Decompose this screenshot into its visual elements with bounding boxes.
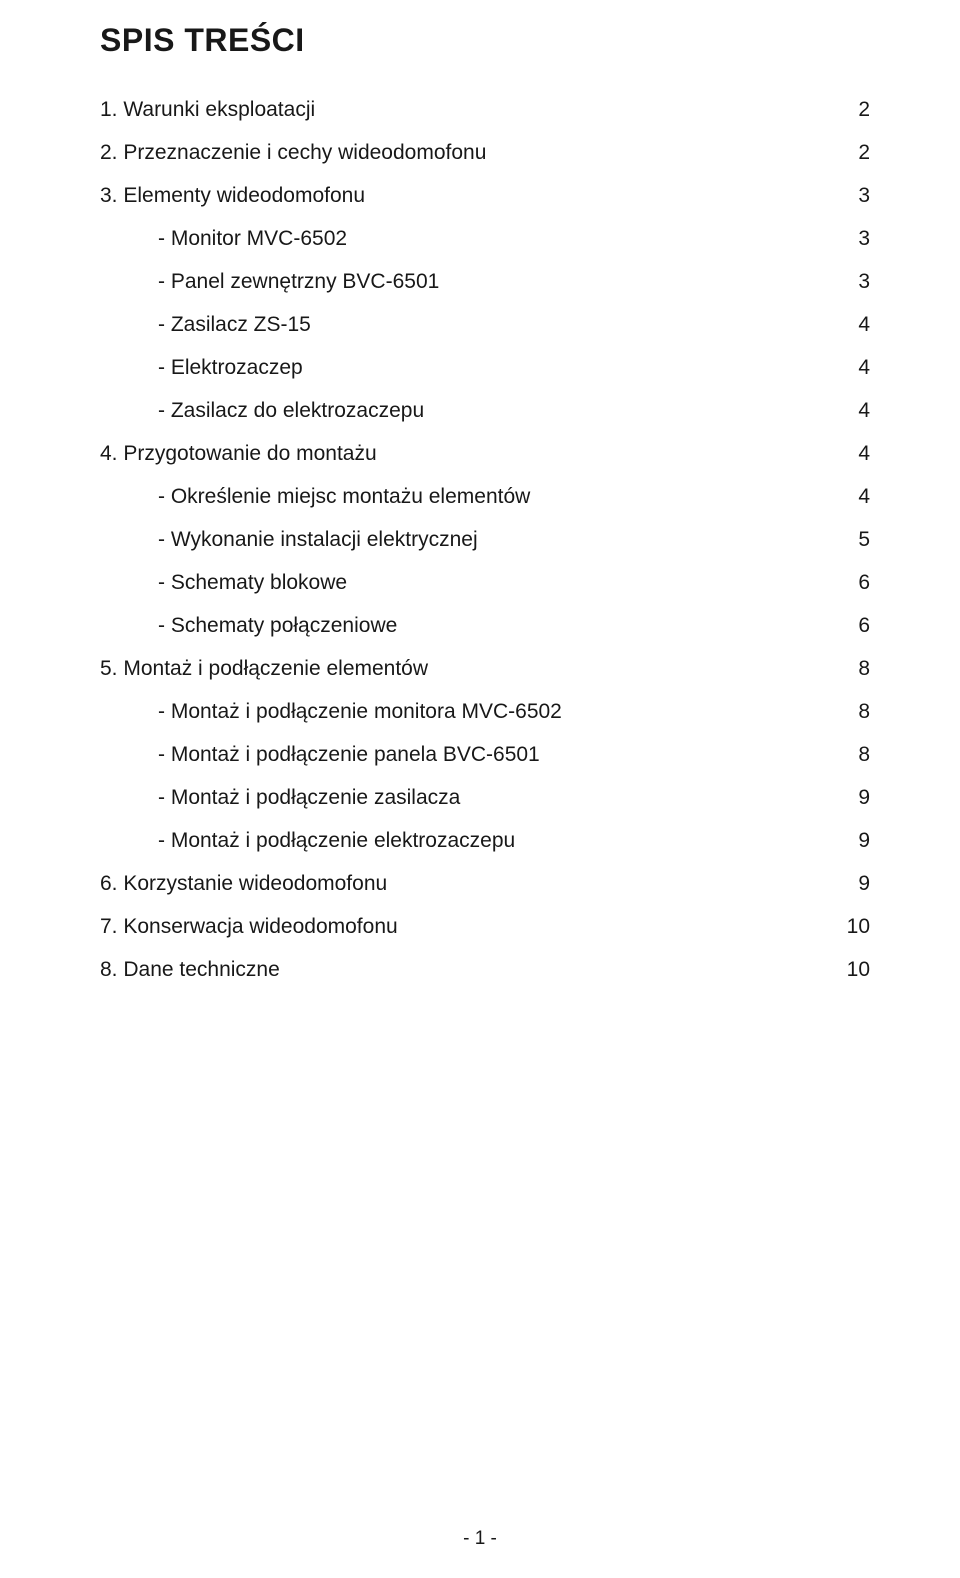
toc-label: 8. Dane techniczne — [100, 959, 830, 980]
toc-row: - Wykonanie instalacji elektrycznej5 — [100, 529, 870, 550]
toc-row: 3. Elementy wideodomofonu3 — [100, 185, 870, 206]
toc-page-number: 6 — [830, 615, 870, 636]
toc-label: - Montaż i podłączenie elektrozaczepu — [100, 830, 830, 851]
toc-label: - Zasilacz ZS-15 — [100, 314, 830, 335]
toc-label: - Montaż i podłączenie monitora MVC-6502 — [100, 701, 830, 722]
toc-row: - Określenie miejsc montażu elementów4 — [100, 486, 870, 507]
toc-page-number: 4 — [830, 443, 870, 464]
toc-label: - Schematy blokowe — [100, 572, 830, 593]
toc-label: - Określenie miejsc montażu elementów — [100, 486, 830, 507]
toc-page-number: 3 — [830, 185, 870, 206]
toc-row: 6. Korzystanie wideodomofonu9 — [100, 873, 870, 894]
table-of-contents: 1. Warunki eksploatacji22. Przeznaczenie… — [100, 99, 870, 980]
toc-page-number: 3 — [830, 228, 870, 249]
toc-label: 2. Przeznaczenie i cechy wideodomofonu — [100, 142, 830, 163]
toc-row: - Schematy połączeniowe6 — [100, 615, 870, 636]
toc-page-number: 6 — [830, 572, 870, 593]
toc-page-number: 3 — [830, 271, 870, 292]
toc-row: 5. Montaż i podłączenie elementów8 — [100, 658, 870, 679]
toc-page-number: 4 — [830, 400, 870, 421]
toc-row: - Montaż i podłączenie monitora MVC-6502… — [100, 701, 870, 722]
toc-row: - Monitor MVC-65023 — [100, 228, 870, 249]
toc-label: - Montaż i podłączenie zasilacza — [100, 787, 830, 808]
toc-label: - Wykonanie instalacji elektrycznej — [100, 529, 830, 550]
toc-page-number: 9 — [830, 787, 870, 808]
toc-label: - Panel zewnętrzny BVC-6501 — [100, 271, 830, 292]
toc-label: - Montaż i podłączenie panela BVC-6501 — [100, 744, 830, 765]
toc-row: - Montaż i podłączenie zasilacza9 — [100, 787, 870, 808]
toc-label: 5. Montaż i podłączenie elementów — [100, 658, 830, 679]
toc-row: - Zasilacz do elektrozaczepu4 — [100, 400, 870, 421]
toc-page-number: 8 — [830, 658, 870, 679]
toc-page-number: 8 — [830, 744, 870, 765]
page-number-footer: - 1 - — [0, 1528, 960, 1550]
toc-page-number: 2 — [830, 99, 870, 120]
toc-row: 7. Konserwacja wideodomofonu10 — [100, 916, 870, 937]
toc-page-number: 4 — [830, 357, 870, 378]
toc-row: - Panel zewnętrzny BVC-65013 — [100, 271, 870, 292]
toc-label: 7. Konserwacja wideodomofonu — [100, 916, 830, 937]
toc-page-number: 8 — [830, 701, 870, 722]
toc-label: 1. Warunki eksploatacji — [100, 99, 830, 120]
toc-page-number: 5 — [830, 529, 870, 550]
toc-page-number: 10 — [830, 959, 870, 980]
toc-row: - Montaż i podłączenie panela BVC-65018 — [100, 744, 870, 765]
toc-label: 3. Elementy wideodomofonu — [100, 185, 830, 206]
toc-row: - Schematy blokowe6 — [100, 572, 870, 593]
toc-page-number: 2 — [830, 142, 870, 163]
toc-row: - Zasilacz ZS-154 — [100, 314, 870, 335]
toc-page-number: 9 — [830, 873, 870, 894]
toc-label: - Zasilacz do elektrozaczepu — [100, 400, 830, 421]
toc-row: - Montaż i podłączenie elektrozaczepu9 — [100, 830, 870, 851]
toc-label: - Elektrozaczep — [100, 357, 830, 378]
toc-label: - Schematy połączeniowe — [100, 615, 830, 636]
toc-row: - Elektrozaczep4 — [100, 357, 870, 378]
toc-row: 4. Przygotowanie do montażu4 — [100, 443, 870, 464]
toc-page-number: 9 — [830, 830, 870, 851]
toc-page-number: 10 — [830, 916, 870, 937]
toc-label: 4. Przygotowanie do montażu — [100, 443, 830, 464]
page: SPIS TREŚCI 1. Warunki eksploatacji22. P… — [0, 0, 960, 1578]
toc-label: - Monitor MVC-6502 — [100, 228, 830, 249]
toc-row: 1. Warunki eksploatacji2 — [100, 99, 870, 120]
toc-row: 8. Dane techniczne10 — [100, 959, 870, 980]
toc-label: 6. Korzystanie wideodomofonu — [100, 873, 830, 894]
toc-row: 2. Przeznaczenie i cechy wideodomofonu2 — [100, 142, 870, 163]
toc-page-number: 4 — [830, 314, 870, 335]
toc-page-number: 4 — [830, 486, 870, 507]
page-title: SPIS TREŚCI — [100, 22, 870, 59]
